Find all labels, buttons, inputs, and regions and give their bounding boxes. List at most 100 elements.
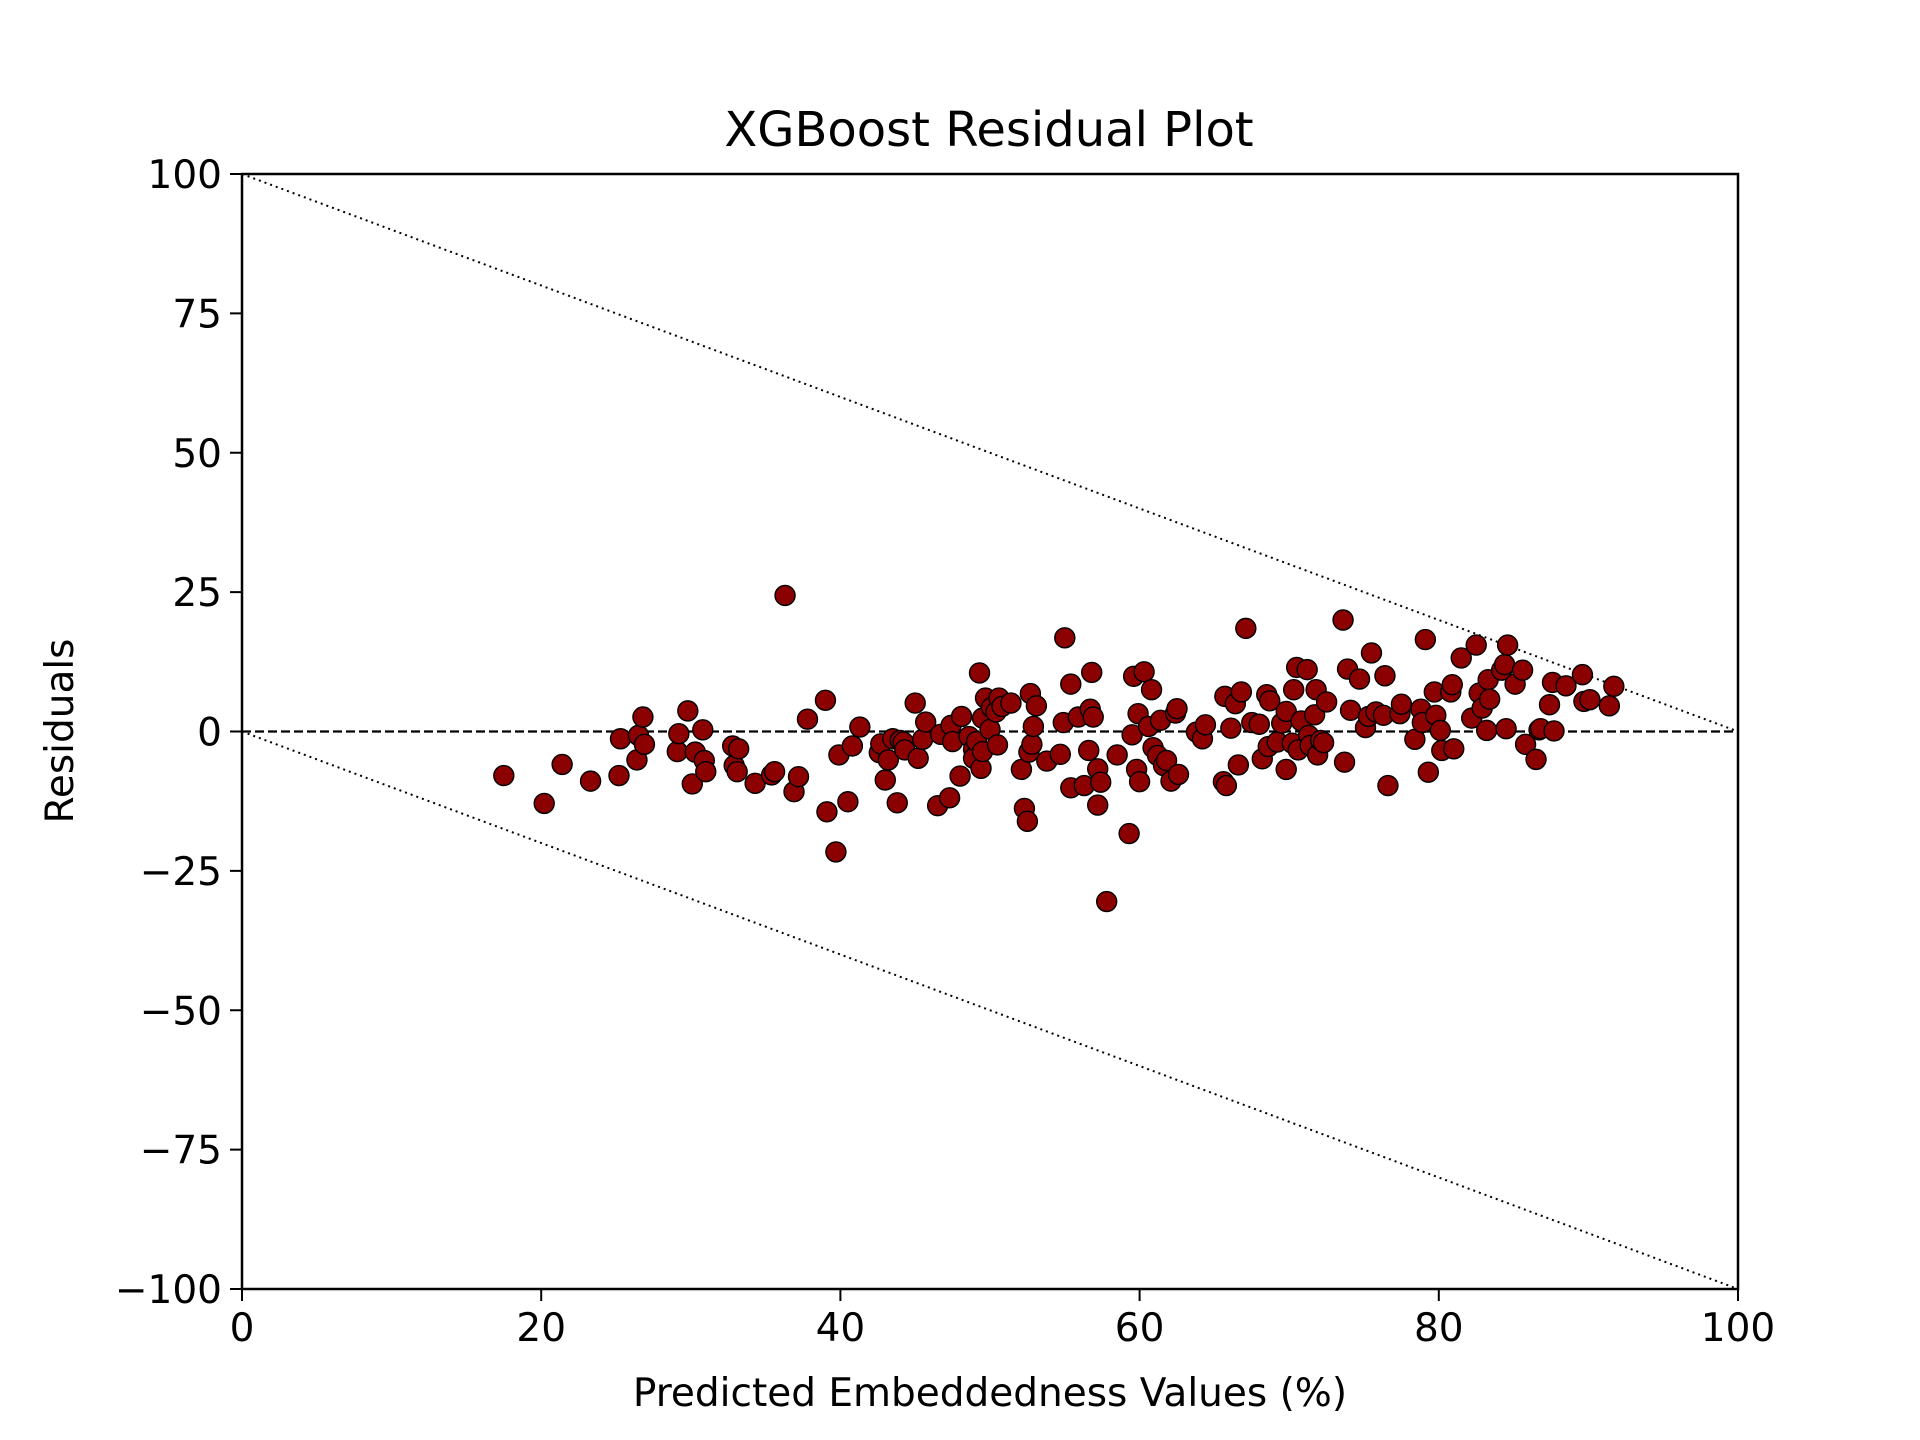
data-point (1118, 822, 1140, 845)
data-point (1248, 713, 1270, 735)
data-point (1511, 659, 1534, 681)
data-point (1235, 617, 1257, 640)
data-point (533, 792, 555, 815)
data-point (1348, 668, 1371, 690)
data-point (1339, 699, 1362, 722)
data-point (1215, 774, 1238, 797)
data-point (681, 773, 703, 795)
data-point (1081, 661, 1103, 684)
data-point (1259, 690, 1281, 712)
data-point (1475, 719, 1498, 742)
data-point (692, 719, 714, 741)
y-axis: 100 75 50 25 0 −25 −50 −75 −100 (115, 153, 242, 1313)
data-point (1227, 754, 1250, 776)
data-point (726, 760, 748, 783)
data-point (1543, 720, 1565, 742)
data-point (1555, 675, 1577, 697)
data-point (632, 706, 654, 728)
data-point (633, 733, 656, 756)
data-point (1374, 665, 1396, 687)
data-point (825, 841, 847, 863)
y-axis-label: Residuals (38, 638, 83, 823)
data-point (874, 769, 896, 791)
y-tick-label: −50 (140, 989, 222, 1034)
x-axis-label: Predicted Embeddedness Values (%) (633, 1371, 1347, 1416)
data-point (1078, 739, 1100, 762)
data-point (904, 692, 926, 714)
data-point (1579, 689, 1601, 711)
data-point (1022, 715, 1045, 738)
data-point (1478, 688, 1501, 710)
data-point (1495, 718, 1517, 740)
data-point (666, 740, 689, 763)
y-tick-label: 0 (197, 711, 222, 756)
data-point (774, 584, 796, 607)
data-point (1000, 692, 1022, 714)
data-point (1525, 748, 1547, 771)
data-point (814, 689, 837, 711)
data-point (1514, 733, 1537, 756)
data-point (609, 728, 632, 750)
y-tick-label: −75 (140, 1129, 222, 1174)
data-point (968, 662, 991, 684)
data-point (1571, 663, 1594, 686)
y-tick-label: −25 (140, 850, 222, 895)
data-point (551, 753, 573, 776)
data-point (911, 728, 934, 751)
data-point (493, 764, 515, 787)
data-point (938, 787, 961, 809)
x-tick-label: 0 (230, 1306, 255, 1351)
data-point (1095, 890, 1118, 913)
bound-line-2 (241, 730, 1739, 1290)
data-point (1060, 673, 1082, 695)
data-point (1296, 658, 1318, 681)
data-point (608, 764, 630, 787)
data-point (1021, 733, 1043, 756)
data-point (677, 700, 699, 722)
data-point (796, 708, 819, 730)
data-point (1312, 731, 1335, 754)
data-point (849, 716, 871, 738)
data-point (1049, 743, 1072, 766)
data-point (907, 747, 929, 769)
y-tick-label: 50 (172, 432, 222, 477)
data-point (1538, 694, 1561, 716)
data-point (1332, 609, 1354, 631)
data-points (493, 584, 1625, 913)
data-point (1194, 714, 1217, 736)
x-tick-label: 40 (816, 1306, 866, 1351)
data-point (816, 801, 838, 823)
data-point (1140, 678, 1163, 701)
data-point (1417, 761, 1440, 783)
data-point (1390, 693, 1413, 715)
data-point (1603, 675, 1625, 698)
y-tick-label: 25 (172, 571, 222, 616)
y-tick-label: 75 (172, 292, 222, 337)
data-point (986, 734, 1009, 756)
data-point (1087, 794, 1109, 816)
data-point (1441, 673, 1463, 696)
data-point (763, 760, 786, 783)
x-axis: 0 20 40 60 80 100 (230, 1289, 1775, 1351)
x-tick-label: 20 (516, 1306, 566, 1351)
data-point (1450, 647, 1472, 669)
data-point (1443, 738, 1465, 760)
data-point (1282, 678, 1305, 701)
data-point (1493, 653, 1516, 676)
data-point (914, 711, 937, 733)
data-point (1429, 719, 1451, 742)
data-point (1333, 751, 1356, 773)
data-point (1106, 744, 1128, 766)
data-point (1128, 770, 1151, 793)
chart-title: XGBoost Residual Plot (724, 102, 1253, 158)
data-point (1465, 634, 1487, 656)
data-point (1275, 758, 1297, 781)
y-tick-label: 100 (148, 153, 222, 198)
data-point (950, 705, 973, 728)
x-tick-label: 80 (1414, 1306, 1464, 1351)
y-tick-label: −100 (115, 1268, 222, 1313)
x-tick-label: 100 (1701, 1306, 1775, 1351)
data-point (1166, 697, 1188, 720)
data-point (949, 765, 971, 787)
